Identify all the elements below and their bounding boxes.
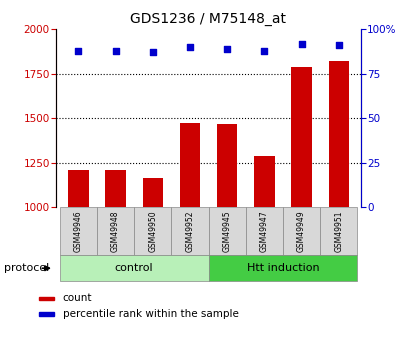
Point xyxy=(75,48,82,53)
Bar xyxy=(320,207,357,255)
Text: count: count xyxy=(63,294,92,303)
Bar xyxy=(254,156,275,207)
Point xyxy=(149,50,156,55)
Bar xyxy=(39,312,54,316)
Text: GDS1236 / M75148_at: GDS1236 / M75148_at xyxy=(129,12,286,26)
Bar xyxy=(246,207,283,255)
Bar xyxy=(39,297,54,300)
Bar xyxy=(180,124,200,207)
Bar xyxy=(142,178,163,207)
Bar xyxy=(171,207,209,255)
Point xyxy=(112,48,119,53)
Point xyxy=(261,48,268,53)
Bar xyxy=(209,255,357,281)
Bar xyxy=(134,207,171,255)
Text: control: control xyxy=(115,263,154,273)
Point xyxy=(224,46,230,52)
Text: GSM49947: GSM49947 xyxy=(260,210,269,252)
Text: GSM49951: GSM49951 xyxy=(334,210,343,252)
Bar xyxy=(68,170,88,207)
Text: GSM49948: GSM49948 xyxy=(111,210,120,252)
Text: GSM49952: GSM49952 xyxy=(186,210,195,252)
Bar xyxy=(283,207,320,255)
Bar xyxy=(60,255,209,281)
Bar xyxy=(105,170,126,207)
Bar xyxy=(291,67,312,207)
Text: Htt induction: Htt induction xyxy=(247,263,319,273)
Point xyxy=(187,44,193,50)
Bar xyxy=(217,125,237,207)
Text: GSM49945: GSM49945 xyxy=(222,210,232,252)
Point xyxy=(335,42,342,48)
Point xyxy=(298,41,305,46)
Bar xyxy=(97,207,134,255)
Text: GSM49950: GSM49950 xyxy=(148,210,157,252)
Text: GSM49946: GSM49946 xyxy=(74,210,83,252)
Bar xyxy=(209,207,246,255)
Text: percentile rank within the sample: percentile rank within the sample xyxy=(63,309,239,319)
Bar xyxy=(60,207,97,255)
Text: GSM49949: GSM49949 xyxy=(297,210,306,252)
Bar xyxy=(329,61,349,207)
Text: protocol: protocol xyxy=(4,263,49,273)
